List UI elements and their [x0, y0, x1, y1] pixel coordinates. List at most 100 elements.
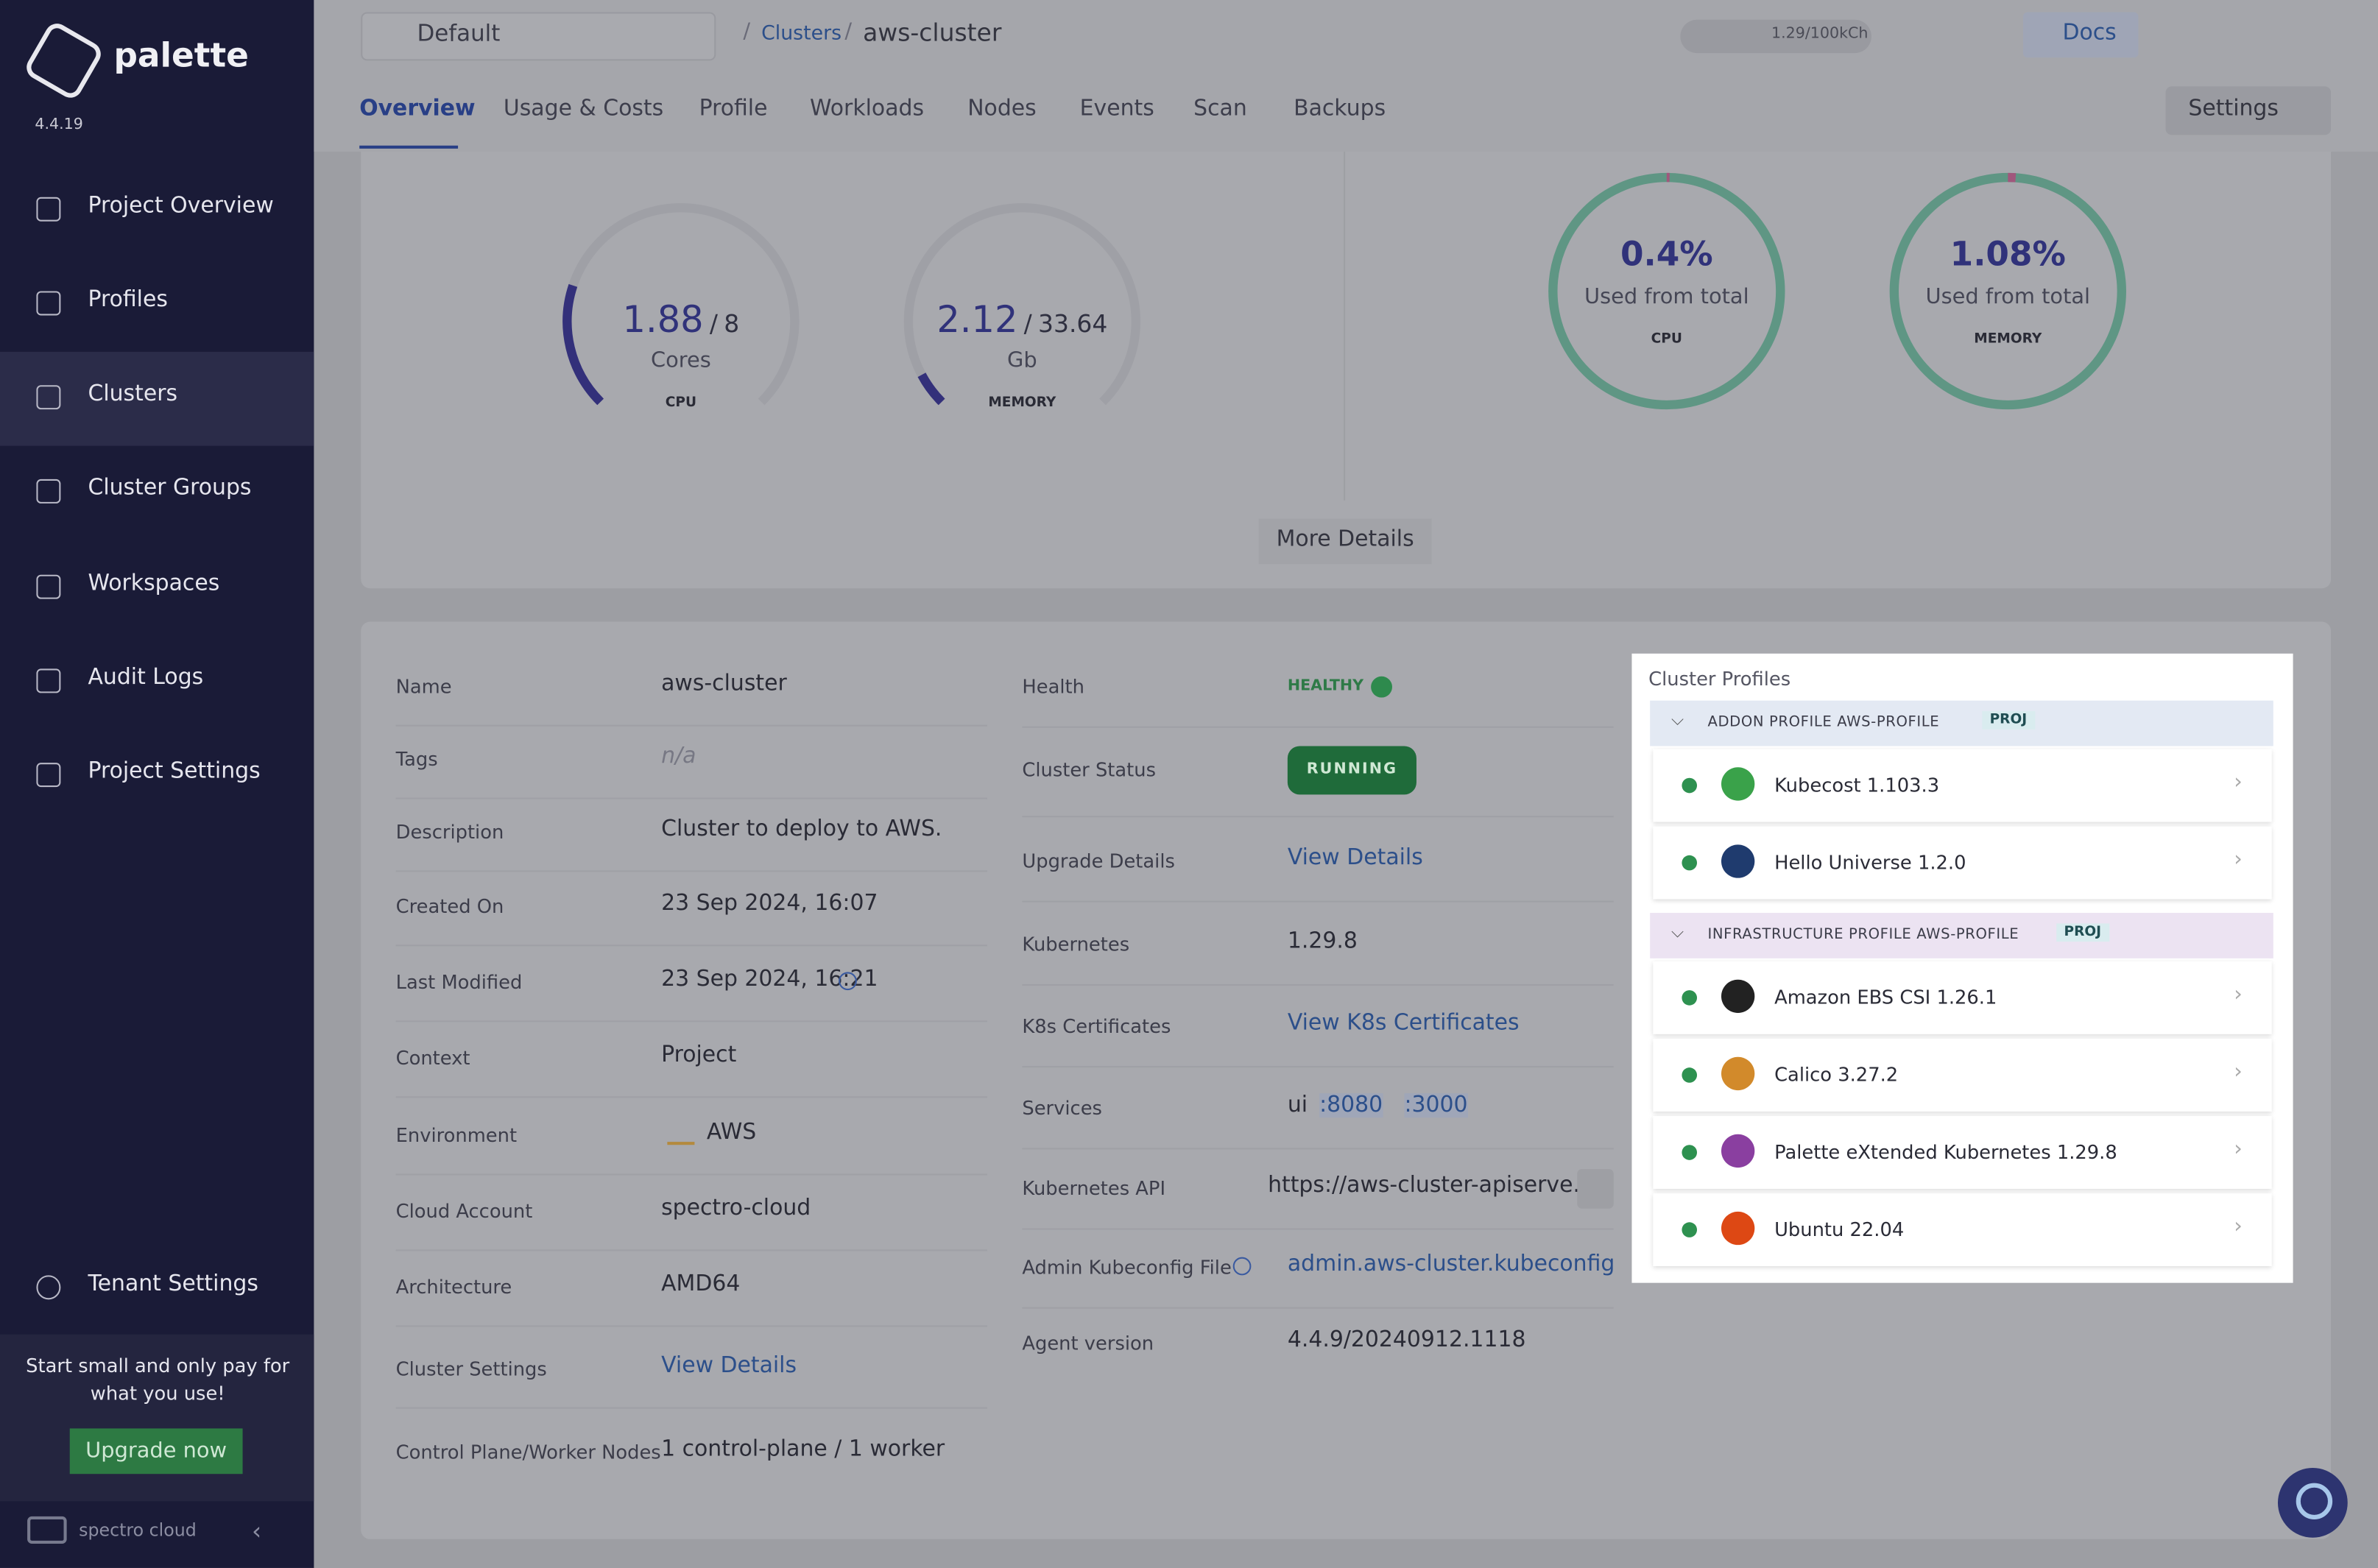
- row-divider: [1022, 1229, 1613, 1230]
- pack-chevron: ›: [2234, 1215, 2243, 1239]
- gauge-unit: Gb: [931, 349, 1113, 373]
- detail-label: Tags: [396, 748, 438, 771]
- pack-status: [1682, 855, 1697, 871]
- pack-name: Kubecost 1.103.3: [1774, 774, 1939, 797]
- info-icon: [1233, 1257, 1252, 1276]
- row-divider: [1022, 901, 1613, 903]
- gauge-value-row: 1.88/8: [560, 299, 802, 342]
- row-divider: [396, 725, 987, 727]
- detail-label: Description: [396, 820, 504, 843]
- detail-label: K8s Certificates: [1022, 1014, 1171, 1037]
- pack-chevron: ›: [2234, 770, 2243, 794]
- gauge-sep: /: [1024, 309, 1032, 338]
- row-divider: [396, 1249, 987, 1251]
- detail-label: Agent version: [1022, 1332, 1154, 1355]
- health-check: [1371, 677, 1392, 698]
- row-divider: [1022, 1066, 1613, 1067]
- pack-icon: [1721, 844, 1754, 877]
- aws-icon: [667, 1123, 694, 1145]
- row-divider: [396, 944, 987, 946]
- detail-value: https://aws-cluster-apiserve...: [1268, 1173, 1594, 1198]
- pack-status: [1682, 1222, 1697, 1237]
- detail-label: Cloud Account: [396, 1199, 533, 1222]
- detail-label: Created On: [396, 894, 504, 917]
- row-divider: [1022, 1307, 1613, 1309]
- row-divider: [396, 870, 987, 872]
- pack-icon: [1721, 980, 1754, 1013]
- detail-label: Last Modified: [396, 970, 523, 993]
- detail-value: AMD64: [661, 1272, 740, 1296]
- pack-name: Ubuntu 22.04: [1774, 1218, 1904, 1240]
- detail-label: Kubernetes API: [1022, 1176, 1165, 1199]
- pack-icon: [1721, 1057, 1754, 1090]
- detail-value: 1 control-plane / 1 worker: [661, 1438, 945, 1462]
- gauge-label: MEMORY: [931, 396, 1113, 412]
- row-divider: [1022, 984, 1613, 986]
- pack-chevron: ›: [2234, 1060, 2243, 1084]
- detail-label: Admin Kubeconfig File: [1022, 1256, 1231, 1279]
- detail-value: HEALTHY: [1288, 678, 1363, 695]
- detail-value: n/a: [661, 744, 696, 769]
- detail-label: Kubernetes: [1022, 933, 1129, 956]
- row-divider: [396, 1325, 987, 1327]
- row-divider: [396, 798, 987, 799]
- gauge-used: 2.12: [936, 299, 1017, 342]
- row-divider: [396, 1173, 987, 1175]
- detail-value: aws-cluster: [661, 672, 787, 696]
- copy-button[interactable]: [1577, 1169, 1613, 1209]
- gauge-value-row: 2.12/33.64: [901, 299, 1144, 342]
- more-details: More Details: [1259, 528, 1432, 552]
- row-divider: [396, 1408, 987, 1409]
- pack-chevron: ›: [2234, 847, 2243, 872]
- pack-name: Calico 3.27.2: [1774, 1063, 1898, 1086]
- detail-link[interactable]: View Details: [1288, 846, 1423, 870]
- ring-percent: 1.08%: [1902, 236, 2114, 274]
- detail-label: Environment: [396, 1123, 517, 1146]
- ring-label: MEMORY: [1902, 332, 2114, 347]
- detail-value: 4.4.9/20240912.1118: [1288, 1328, 1526, 1352]
- pack-icon: [1721, 1134, 1754, 1168]
- chevron: ⌵: [1671, 710, 1684, 731]
- detail-value: Cluster to deploy to AWS.: [661, 817, 942, 841]
- detail-value: spectro-cloud: [661, 1196, 811, 1221]
- row-divider: [1022, 816, 1613, 817]
- profile-tag: PROJ: [1982, 711, 2034, 730]
- pack-chevron: ›: [2234, 983, 2243, 1007]
- detail-label: Cluster Settings: [396, 1357, 547, 1380]
- pack-name: Amazon EBS CSI 1.26.1: [1774, 986, 1997, 1009]
- detail-value: 23 Sep 2024, 16:07: [661, 891, 878, 916]
- pack-name: Hello Universe 1.2.0: [1774, 851, 1966, 874]
- pack-icon: [1721, 1212, 1754, 1245]
- search-ring: [2296, 1483, 2332, 1519]
- detail-value: AWS: [707, 1120, 756, 1145]
- detail-label: Control Plane/Worker Nodes: [396, 1441, 661, 1463]
- pack-chevron: ›: [2234, 1137, 2243, 1162]
- service-port[interactable]: :8080: [1319, 1093, 1383, 1117]
- row-divider: [396, 1020, 987, 1022]
- detail-value: Project: [661, 1043, 736, 1067]
- ring-label: CPU: [1561, 332, 1773, 347]
- pack-icon: [1721, 767, 1754, 800]
- detail-label: Architecture: [396, 1275, 512, 1298]
- gauge-used: 1.88: [623, 299, 704, 342]
- ring-percent: 0.4%: [1561, 236, 1773, 274]
- ring-caption: Used from total: [1561, 285, 1773, 309]
- row-divider: [1022, 727, 1613, 728]
- chevron: ⌵: [1671, 922, 1684, 943]
- detail-value: 1.29.8: [1288, 930, 1358, 954]
- gauge-total: 33.64: [1038, 309, 1107, 338]
- profile-tag: PROJ: [2056, 923, 2109, 942]
- detail-label: Services: [1022, 1096, 1102, 1119]
- service-port[interactable]: :3000: [1404, 1093, 1467, 1117]
- pack-status: [1682, 1067, 1697, 1083]
- detail-value: RUNNING: [1288, 761, 1416, 778]
- pack-name: Palette eXtended Kubernetes 1.29.8: [1774, 1140, 2117, 1163]
- detail-label: Context: [396, 1046, 470, 1069]
- row-divider: [396, 1096, 987, 1098]
- pack-status: [1682, 1145, 1697, 1160]
- detail-link[interactable]: admin.aws-cluster.kubeconfig: [1288, 1252, 1615, 1276]
- gauge-label: CPU: [590, 396, 772, 412]
- detail-link[interactable]: View K8s Certificates: [1288, 1011, 1520, 1036]
- detail-link[interactable]: View Details: [661, 1354, 797, 1378]
